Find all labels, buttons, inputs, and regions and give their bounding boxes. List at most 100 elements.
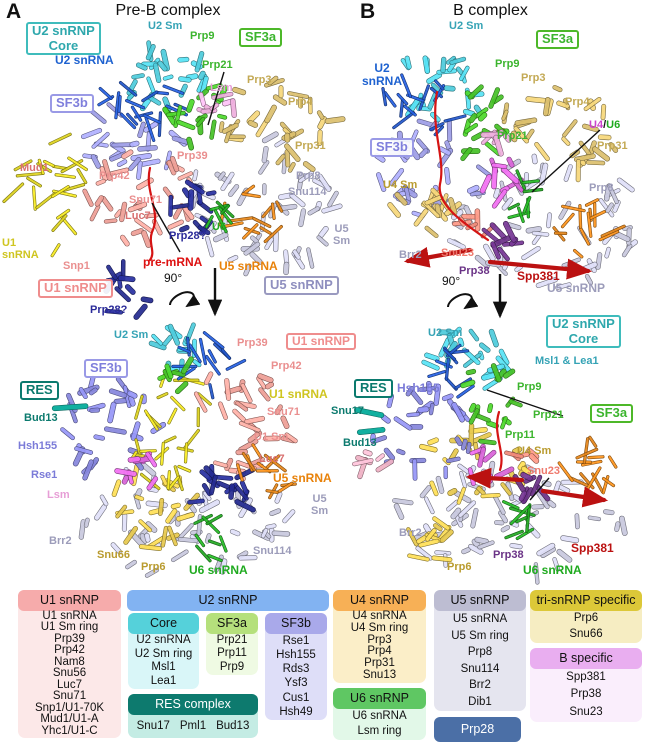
legend-item-ysf3: Ysf3 [284,677,308,690]
panel-b-title: B complex [453,2,528,19]
label-prp9-panel-b: Prp9 [495,58,520,70]
label-u2-snrnp-core-panel-a: U2 snRNP Core [26,22,101,56]
label-snu23-panel-b: Snu23 [527,465,561,477]
legend-items-sf3b: Rse1 Hsh155 Rds3 Ysf3 Cus1 Hsh49 [265,634,327,719]
label-u4-sm-panel-b: U4 Sm [383,179,418,191]
label-u2-sm-panel-b: U2 Sm [449,20,484,32]
legend-item-prp31: Prp31 [364,657,395,670]
label-snu23-panel-b: Snu23 [441,247,475,259]
legend-item-snp1-u1-70k: Snp1/U1-70K [34,701,105,714]
legend-item-prp9: Prp9 [219,660,245,673]
label-prp21-panel-b: Prp21 [497,130,528,142]
legend-item-snu114: Snu114 [460,662,500,675]
label-bud13-panel-a: Bud13 [24,412,58,424]
legend-item-yhc1-u1-c: Yhc1/U1-C [41,724,98,737]
protein-cluster [162,83,229,151]
label-u5-snrnp-panel-b: U5 snRNP [547,281,606,295]
legend-item-snu56: Snu56 [52,667,87,680]
label-hsh155-panel-a: Hsh155 [18,440,58,452]
label-brr2-panel-a: Brr2 [49,535,72,547]
protein-cluster [460,363,523,446]
legend-item-bud13: Bud13 [216,720,250,732]
label-pointer-line [486,389,564,417]
label-prp21-panel-a: Prp21 [202,59,233,71]
label-prp42-panel-a: Prp42 [99,170,130,182]
legend-items-res-complex: Snu17 Pml1 Bud13 [128,715,258,737]
legend-items-b-specific: Spp381 Prp38 Snu23 [530,669,642,721]
label-prp28-panel-a: Prp28? [169,230,207,242]
label-luc7-panel-a: Luc7 [259,453,285,465]
label-u2-sm-panel-b: U2 Sm [428,327,463,339]
legend-box-u2-snrnp: U2 snRNP [127,590,329,611]
legend-box-sf3a: SF3a Prp21 Prp11 Prp9 [206,613,258,675]
label-sf3b-panel-a: SF3b [84,359,128,378]
legend-item-prp39: Prp39 [54,632,85,645]
protein-cluster [193,513,228,563]
label-msl1-lea1-panel-b: Msl1 & Lea1 [535,355,599,367]
legend-item-prp38: Prp38 [570,688,602,701]
legend-header-b-specific: B specific [530,648,642,669]
protein-cluster [126,40,209,112]
legend-header-core: Core [128,613,199,634]
label-u5-snrna-panel-a: U5 snRNA [219,259,278,273]
rotation-angle-label: 90° [164,271,182,285]
rotation-angle-label: 90° [442,274,460,288]
legend-item-rse1: Rse1 [282,635,310,647]
label-u2-snrnp-core-panel-b: U2 snRNP Core [546,315,621,349]
legend-box-b-specific: B specific Spp381 Prp38 Snu23 [530,648,642,722]
label-prp3-panel-b: Prp3 [521,72,546,84]
rotation-icon [447,293,479,310]
label-rse1-panel-a: Rse1 [31,469,58,481]
panel-a-letter: A [6,0,22,23]
protein-cluster [421,326,513,391]
label-prp4-panel-b: Prp4 [565,96,590,108]
label-prp31-panel-a: Prp31 [295,140,326,152]
rna-strand [147,166,157,262]
label-prp8-panel-b: Prp8 [589,182,614,194]
legend-item-u4-snrna: U4 snRNA [352,610,407,622]
legend-box-res-complex: RES complex Snu17 Pml1 Bud13 [128,694,258,738]
legend-item-hsh49: Hsh49 [279,705,313,718]
label-snu66-panel-a: Snu66 [97,549,131,561]
protein-cluster [204,200,235,234]
label-res-panel-a: RES [20,381,59,400]
legend-header-u2-snrnp: U2 snRNP [127,590,329,611]
protein-cluster [557,435,618,495]
protein-cluster [502,500,536,541]
label-part: U4 [589,119,604,131]
legend-box-sf3b: SF3b Rse1 Hsh155 Rds3 Ysf3 Cus1 Hsh49 [265,613,327,720]
legend-items-u6-snrnp: U6 snRNA Lsm ring [333,709,426,739]
legend-header-res-complex: RES complex [128,694,258,715]
label-u5-snrna-panel-a: U5 snRNA [273,471,332,485]
label-pointer-line [529,477,550,501]
legend-header-u5-snrnp: U5 snRNP [434,590,526,611]
label-snu114-panel-a: Snu114 [288,186,327,198]
protein-cluster [111,463,200,552]
legend-item-mud1-u1-a: Mud1/U1-A [40,713,99,726]
label-snu114-panel-a: Snu114 [253,545,292,557]
label-u2-snrna-panel-a: U2 snRNA [55,53,114,67]
protein-cluster [352,449,394,480]
label-prp3-panel-a: Prp3 [247,74,272,86]
label-sf3b-panel-a: SF3b [50,94,94,113]
legend-item-cus1: Cus1 [282,691,310,704]
legend-header-sf3b: SF3b [265,613,327,634]
legend-box-u6-snrnp: U6 snRNP U6 snRNA Lsm ring [333,688,426,740]
legend-item-u5-sm-ring: U5 Sm ring [451,629,509,642]
legend-box-tri-snrnp-specific: tri-snRNP specific Prp6 Snu66 [530,590,642,643]
legend-items-tri-snrnp-specific: Prp6 Snu66 [530,611,642,642]
label-snu71-panel-a: Snu71 [267,406,301,418]
legend-header-tri-snrnp-specific: tri-snRNP specific [530,590,642,611]
legend-item-prp4: Prp4 [367,645,392,658]
protein-cluster [128,360,212,492]
legend-item-u2-snrna: U2 snRNA [136,634,191,646]
legend-items-u4-snrnp: U4 snRNA U4 Sm ring Prp3 Prp4 Prp31 Snu13 [333,610,426,682]
protein-cluster [218,184,284,244]
label-u1-snrna-panel-a: U1 snRNA [2,237,39,261]
label-sf3a-panel-b: SF3a [590,404,634,423]
legend-item-luc7: Luc7 [57,678,82,691]
protein-cluster [236,443,297,500]
label-lsm-panel-a: Lsm [210,82,233,94]
protein-cluster [80,102,190,180]
